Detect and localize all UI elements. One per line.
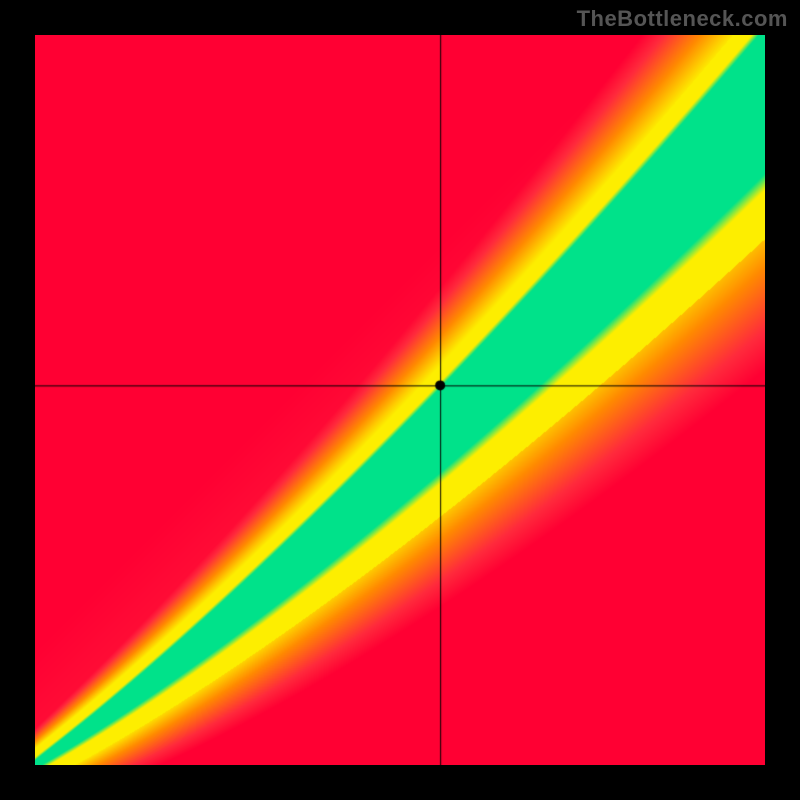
watermark-text: TheBottleneck.com — [577, 6, 788, 32]
bottleneck-heatmap — [35, 35, 765, 765]
chart-container: TheBottleneck.com — [0, 0, 800, 800]
